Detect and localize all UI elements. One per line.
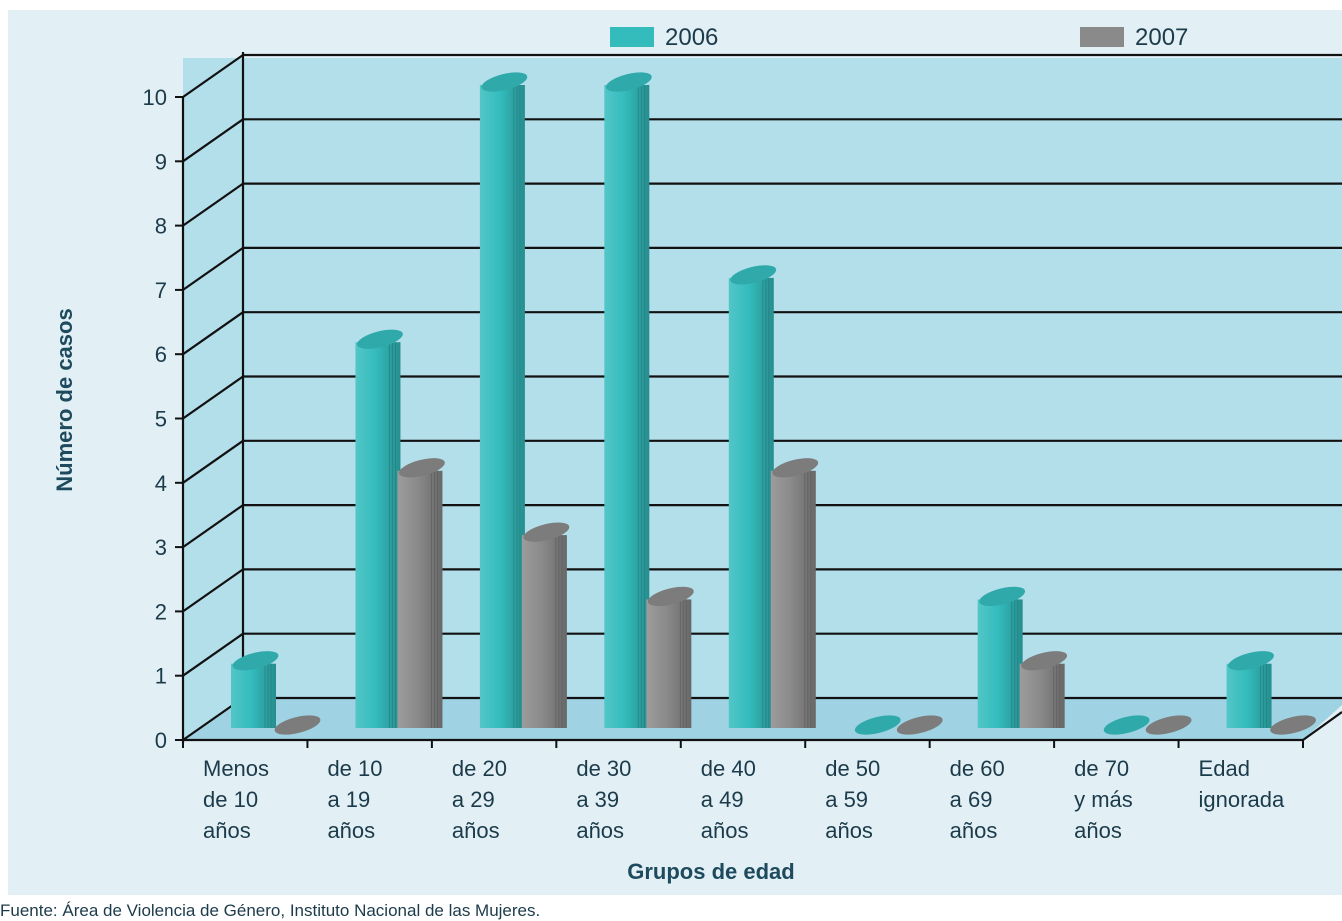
bar-top xyxy=(896,715,943,735)
bar-top xyxy=(605,72,652,92)
bar-body xyxy=(977,599,1023,728)
bar-body xyxy=(355,342,401,728)
y-tick-label: 7 xyxy=(155,278,167,303)
legend-item: 2007 xyxy=(1080,24,1188,51)
bar-top xyxy=(1145,715,1192,735)
bar xyxy=(1270,715,1316,735)
gridline-diagonal xyxy=(182,439,244,484)
y-tick-label: 9 xyxy=(155,149,167,174)
bar xyxy=(274,715,321,735)
x-tick-label: de 20 a 29 años xyxy=(452,756,507,843)
y-tick-label: 8 xyxy=(155,214,167,239)
y-tick-label: 4 xyxy=(155,471,167,496)
gridline-diagonal xyxy=(182,118,244,163)
y-tick-label: 3 xyxy=(155,535,167,560)
bar-top xyxy=(1228,651,1274,671)
bar xyxy=(1019,651,1068,728)
gridline-diagonal xyxy=(182,632,244,677)
bar xyxy=(1145,715,1192,735)
bar-top xyxy=(730,265,777,285)
bar xyxy=(521,522,570,728)
bar-body xyxy=(728,277,774,728)
y-tick-label: 5 xyxy=(155,407,167,432)
gridline-diagonal xyxy=(182,54,244,98)
x-tick-label: Edad ignorada xyxy=(1199,756,1285,812)
bar-top xyxy=(1021,651,1068,671)
x-tick-label: de 50 a 59 años xyxy=(825,756,880,843)
bar xyxy=(977,586,1026,728)
bar xyxy=(1226,651,1274,728)
bar-body xyxy=(770,470,816,728)
bar-top xyxy=(481,72,528,92)
bar-body xyxy=(231,663,276,728)
bar-top xyxy=(523,522,570,542)
legend-swatch xyxy=(1080,27,1124,47)
legend-label: 2007 xyxy=(1135,24,1188,51)
bar-top xyxy=(1270,715,1316,735)
bar xyxy=(355,329,403,728)
bar-top xyxy=(232,651,279,671)
legend-label: 2006 xyxy=(665,24,718,51)
bar-body xyxy=(604,85,650,728)
bar xyxy=(231,651,279,728)
bar-top xyxy=(772,458,819,478)
bar-top xyxy=(357,329,403,349)
bar-body xyxy=(646,599,692,728)
bar-body xyxy=(397,470,443,728)
bar xyxy=(1103,715,1150,735)
bar-body xyxy=(521,535,567,728)
gridline-diagonal xyxy=(182,504,244,549)
gridline-diagonal xyxy=(182,375,244,420)
x-tick-label: de 40 a 49 años xyxy=(701,756,756,843)
y-tick-label: 6 xyxy=(155,342,167,367)
bar-body xyxy=(479,85,525,728)
gridline-diagonal xyxy=(182,246,244,291)
x-tick-label: de 70 y más años xyxy=(1074,756,1133,843)
source-note: Fuente: Área de Violencia de Género, Ins… xyxy=(0,901,541,920)
bar xyxy=(896,715,943,735)
bar-top xyxy=(1103,715,1150,735)
x-axis-title: Grupos de edad xyxy=(627,859,794,884)
legend-swatch xyxy=(610,27,654,47)
bar-top xyxy=(399,458,445,478)
bar xyxy=(646,586,694,728)
bar xyxy=(479,72,528,728)
gridline-diagonal xyxy=(182,311,244,356)
bar-body xyxy=(1226,663,1272,728)
y-tick-label: 10 xyxy=(143,85,167,110)
x-axis-depth xyxy=(1302,711,1342,741)
bar-top xyxy=(979,586,1026,607)
bar xyxy=(854,715,901,735)
y-tick-label: 1 xyxy=(155,664,167,689)
x-tick-label: de 60 a 69 años xyxy=(950,756,1005,843)
bar xyxy=(728,265,777,728)
y-tick-label: 2 xyxy=(155,599,167,624)
x-tick-label: de 10 a 19 años xyxy=(327,756,382,843)
x-tick-label: Menos de 10 años xyxy=(203,756,269,843)
y-axis-title: Número de casos xyxy=(52,308,77,491)
gridline-diagonal xyxy=(182,182,244,227)
gridline-diagonal xyxy=(182,568,244,613)
bar xyxy=(397,458,445,728)
bar-top xyxy=(854,715,901,735)
bar-top xyxy=(274,715,321,735)
bar-body xyxy=(1019,663,1065,728)
bar xyxy=(770,458,819,728)
bar-top xyxy=(647,586,694,607)
y-tick-label: 0 xyxy=(155,728,167,753)
bar xyxy=(604,72,652,728)
x-tick-label: de 30 a 39 años xyxy=(576,756,631,843)
legend-item: 2006 xyxy=(610,24,718,51)
